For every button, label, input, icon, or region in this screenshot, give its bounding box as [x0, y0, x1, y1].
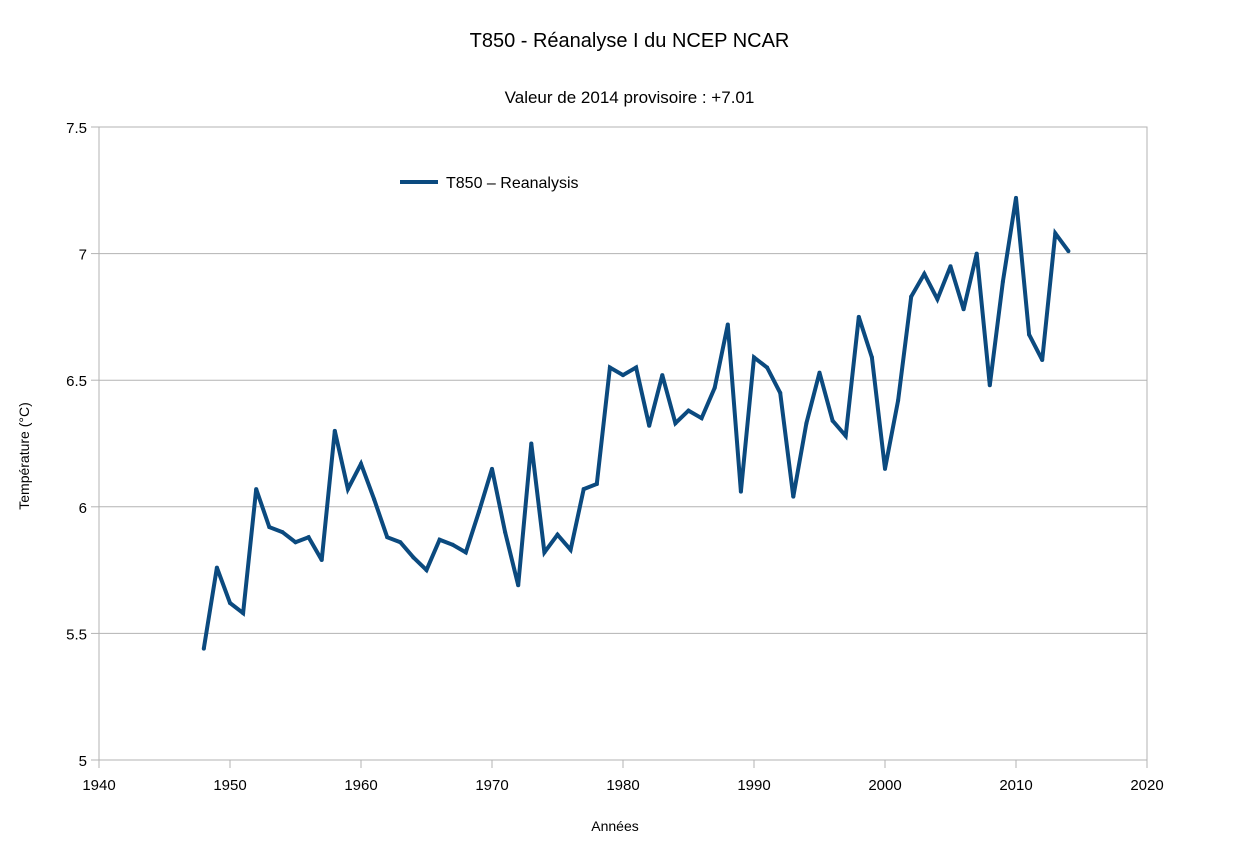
y-tick-label: 5.5 — [66, 626, 87, 643]
data-point — [214, 565, 219, 570]
data-point — [738, 489, 743, 494]
x-tick-label: 2020 — [1130, 777, 1163, 794]
data-point — [699, 416, 704, 421]
chart-subtitle: Valeur de 2014 provisoire : +7.01 — [504, 88, 755, 107]
data-point — [581, 487, 586, 492]
plot-area — [98, 126, 1148, 761]
data-point — [935, 297, 940, 302]
data-point — [896, 398, 901, 403]
data-point — [817, 370, 822, 375]
data-point — [883, 466, 887, 471]
data-point — [594, 482, 599, 487]
data-point — [267, 525, 272, 530]
data-point — [752, 355, 756, 360]
data-point — [922, 271, 927, 276]
x-tick-label: 1940 — [82, 777, 115, 794]
y-tick-label: 6 — [79, 500, 87, 517]
x-tick-label: 1960 — [344, 777, 377, 794]
x-tick-label: 1970 — [475, 777, 508, 794]
data-point — [607, 365, 612, 370]
data-point — [503, 530, 508, 535]
data-point — [293, 540, 298, 545]
data-point — [1040, 357, 1045, 362]
data-point — [712, 385, 717, 390]
data-point — [463, 550, 468, 555]
legend: T850 – Reanalysis — [400, 175, 579, 192]
data-point — [765, 365, 770, 370]
data-point — [385, 535, 390, 540]
data-point — [345, 487, 350, 492]
x-axis: 1940 1950 1960 1970 1980 1990 2000 2010 2020 — [82, 760, 1164, 794]
chart-title: T850 - Réanalyse I du NCEP NCAR — [469, 30, 790, 52]
x-tick-label: 1980 — [606, 777, 639, 794]
data-point — [1053, 231, 1058, 236]
data-point — [450, 542, 455, 547]
data-point — [516, 583, 521, 588]
data-point — [634, 365, 639, 370]
data-point — [411, 555, 416, 560]
data-point — [529, 441, 534, 446]
x-axis-label: Années — [591, 818, 639, 834]
data-point — [372, 497, 377, 502]
data-point — [1066, 249, 1071, 254]
y-tick-label: 5 — [79, 753, 87, 770]
data-point — [555, 532, 560, 537]
data-point — [948, 264, 953, 269]
data-point — [490, 466, 494, 471]
data-point — [987, 383, 992, 388]
x-tick-label: 2000 — [868, 777, 901, 794]
gridlines — [99, 126, 1147, 761]
data-point — [909, 294, 914, 299]
data-point — [843, 433, 848, 438]
data-point — [1027, 332, 1032, 337]
data-point — [869, 355, 874, 360]
data-point — [306, 535, 311, 540]
data-point — [319, 557, 324, 562]
data-point — [856, 314, 861, 319]
data-point — [359, 461, 363, 466]
data-point — [804, 421, 809, 426]
data-point — [791, 494, 796, 499]
data-point — [542, 550, 547, 555]
y-tick-label: 7 — [79, 247, 87, 264]
data-point — [424, 568, 429, 573]
series-line — [201, 197, 1071, 649]
data-point — [280, 530, 285, 535]
data-point — [660, 373, 665, 378]
data-point — [673, 421, 678, 426]
x-tick-label: 1990 — [737, 777, 770, 794]
data-point — [254, 487, 259, 492]
data-point — [621, 373, 625, 378]
data-point — [1014, 195, 1018, 200]
data-point — [1000, 279, 1005, 284]
x-tick-label: 1950 — [213, 777, 246, 794]
data-point — [228, 601, 232, 606]
data-point — [568, 547, 573, 552]
y-tick-label: 6.5 — [66, 373, 87, 390]
data-point — [476, 509, 481, 514]
series-group — [201, 195, 1071, 651]
y-tick-label: 7.5 — [66, 120, 87, 137]
data-point — [961, 307, 966, 312]
data-point — [647, 423, 652, 428]
data-point — [332, 428, 337, 433]
y-axis: 5 5.5 6 6.5 7 7.5 — [66, 120, 99, 770]
data-point — [437, 537, 442, 542]
data-point — [778, 390, 783, 395]
data-point — [201, 646, 206, 651]
data-point — [241, 611, 246, 616]
data-point — [398, 540, 403, 545]
data-point — [686, 408, 691, 413]
data-point — [725, 322, 730, 327]
legend-label: T850 – Reanalysis — [446, 175, 579, 192]
data-point — [830, 418, 835, 423]
x-tick-label: 2010 — [999, 777, 1032, 794]
data-point — [974, 251, 979, 256]
